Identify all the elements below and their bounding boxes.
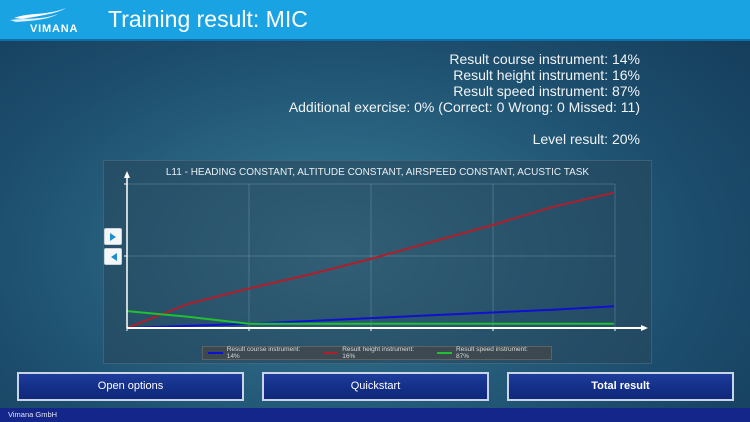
- result-level: Level result: 20%: [532, 131, 640, 147]
- result-additional: Additional exercise: 0% (Correct: 0 Wron…: [288, 99, 640, 115]
- logo-text: VIMANA: [30, 23, 79, 35]
- legend-swatch-green: [437, 352, 452, 354]
- legend-item-height: Result height instrument: 16%: [323, 346, 428, 360]
- chart-prev-button[interactable]: [104, 248, 122, 265]
- legend-swatch-red: [323, 352, 339, 354]
- quickstart-button[interactable]: Quickstart: [262, 372, 489, 401]
- open-options-button[interactable]: Open options: [17, 372, 244, 401]
- result-speed: Result speed instrument: 87%: [453, 83, 640, 99]
- company-name: Vimana GmbH: [8, 410, 58, 419]
- play-left-icon: [111, 253, 117, 261]
- chart-next-button[interactable]: [104, 228, 122, 245]
- play-right-icon: [110, 233, 116, 241]
- chart-panel: L11 - HEADING CONSTANT, ALTITUDE CONSTAN…: [103, 160, 652, 364]
- line-chart: [124, 171, 648, 331]
- total-result-button[interactable]: Total result: [507, 372, 734, 401]
- header-bar: VIMANA Training result: MIC: [0, 0, 750, 41]
- legend-label: Result height instrument: 16%: [342, 346, 415, 360]
- results-summary: Result course instrument: 14% Result hei…: [289, 51, 640, 147]
- chart-legend: Result course instrument: 14% Result hei…: [202, 346, 552, 360]
- legend-item-speed: Result speed instrument: 87%: [437, 346, 541, 360]
- legend-label: Result course instrument: 14%: [226, 346, 301, 360]
- result-height: Result height instrument: 16%: [453, 67, 640, 83]
- vimana-logo: VIMANA: [8, 4, 96, 36]
- chart-title: L11 - HEADING CONSTANT, ALTITUDE CONSTAN…: [165, 167, 590, 178]
- legend-swatch-blue: [208, 352, 223, 354]
- footer-bar: Vimana GmbH: [0, 408, 750, 422]
- legend-label: Result speed instrument: 87%: [455, 346, 528, 360]
- page-title: Training result: MIC: [108, 6, 308, 32]
- result-course: Result course instrument: 14%: [449, 51, 640, 67]
- legend-item-course: Result course instrument: 14%: [208, 346, 314, 360]
- logo-swoosh-icon: [10, 8, 66, 22]
